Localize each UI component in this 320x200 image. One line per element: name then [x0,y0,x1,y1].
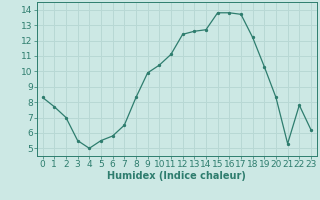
X-axis label: Humidex (Indice chaleur): Humidex (Indice chaleur) [108,171,246,181]
